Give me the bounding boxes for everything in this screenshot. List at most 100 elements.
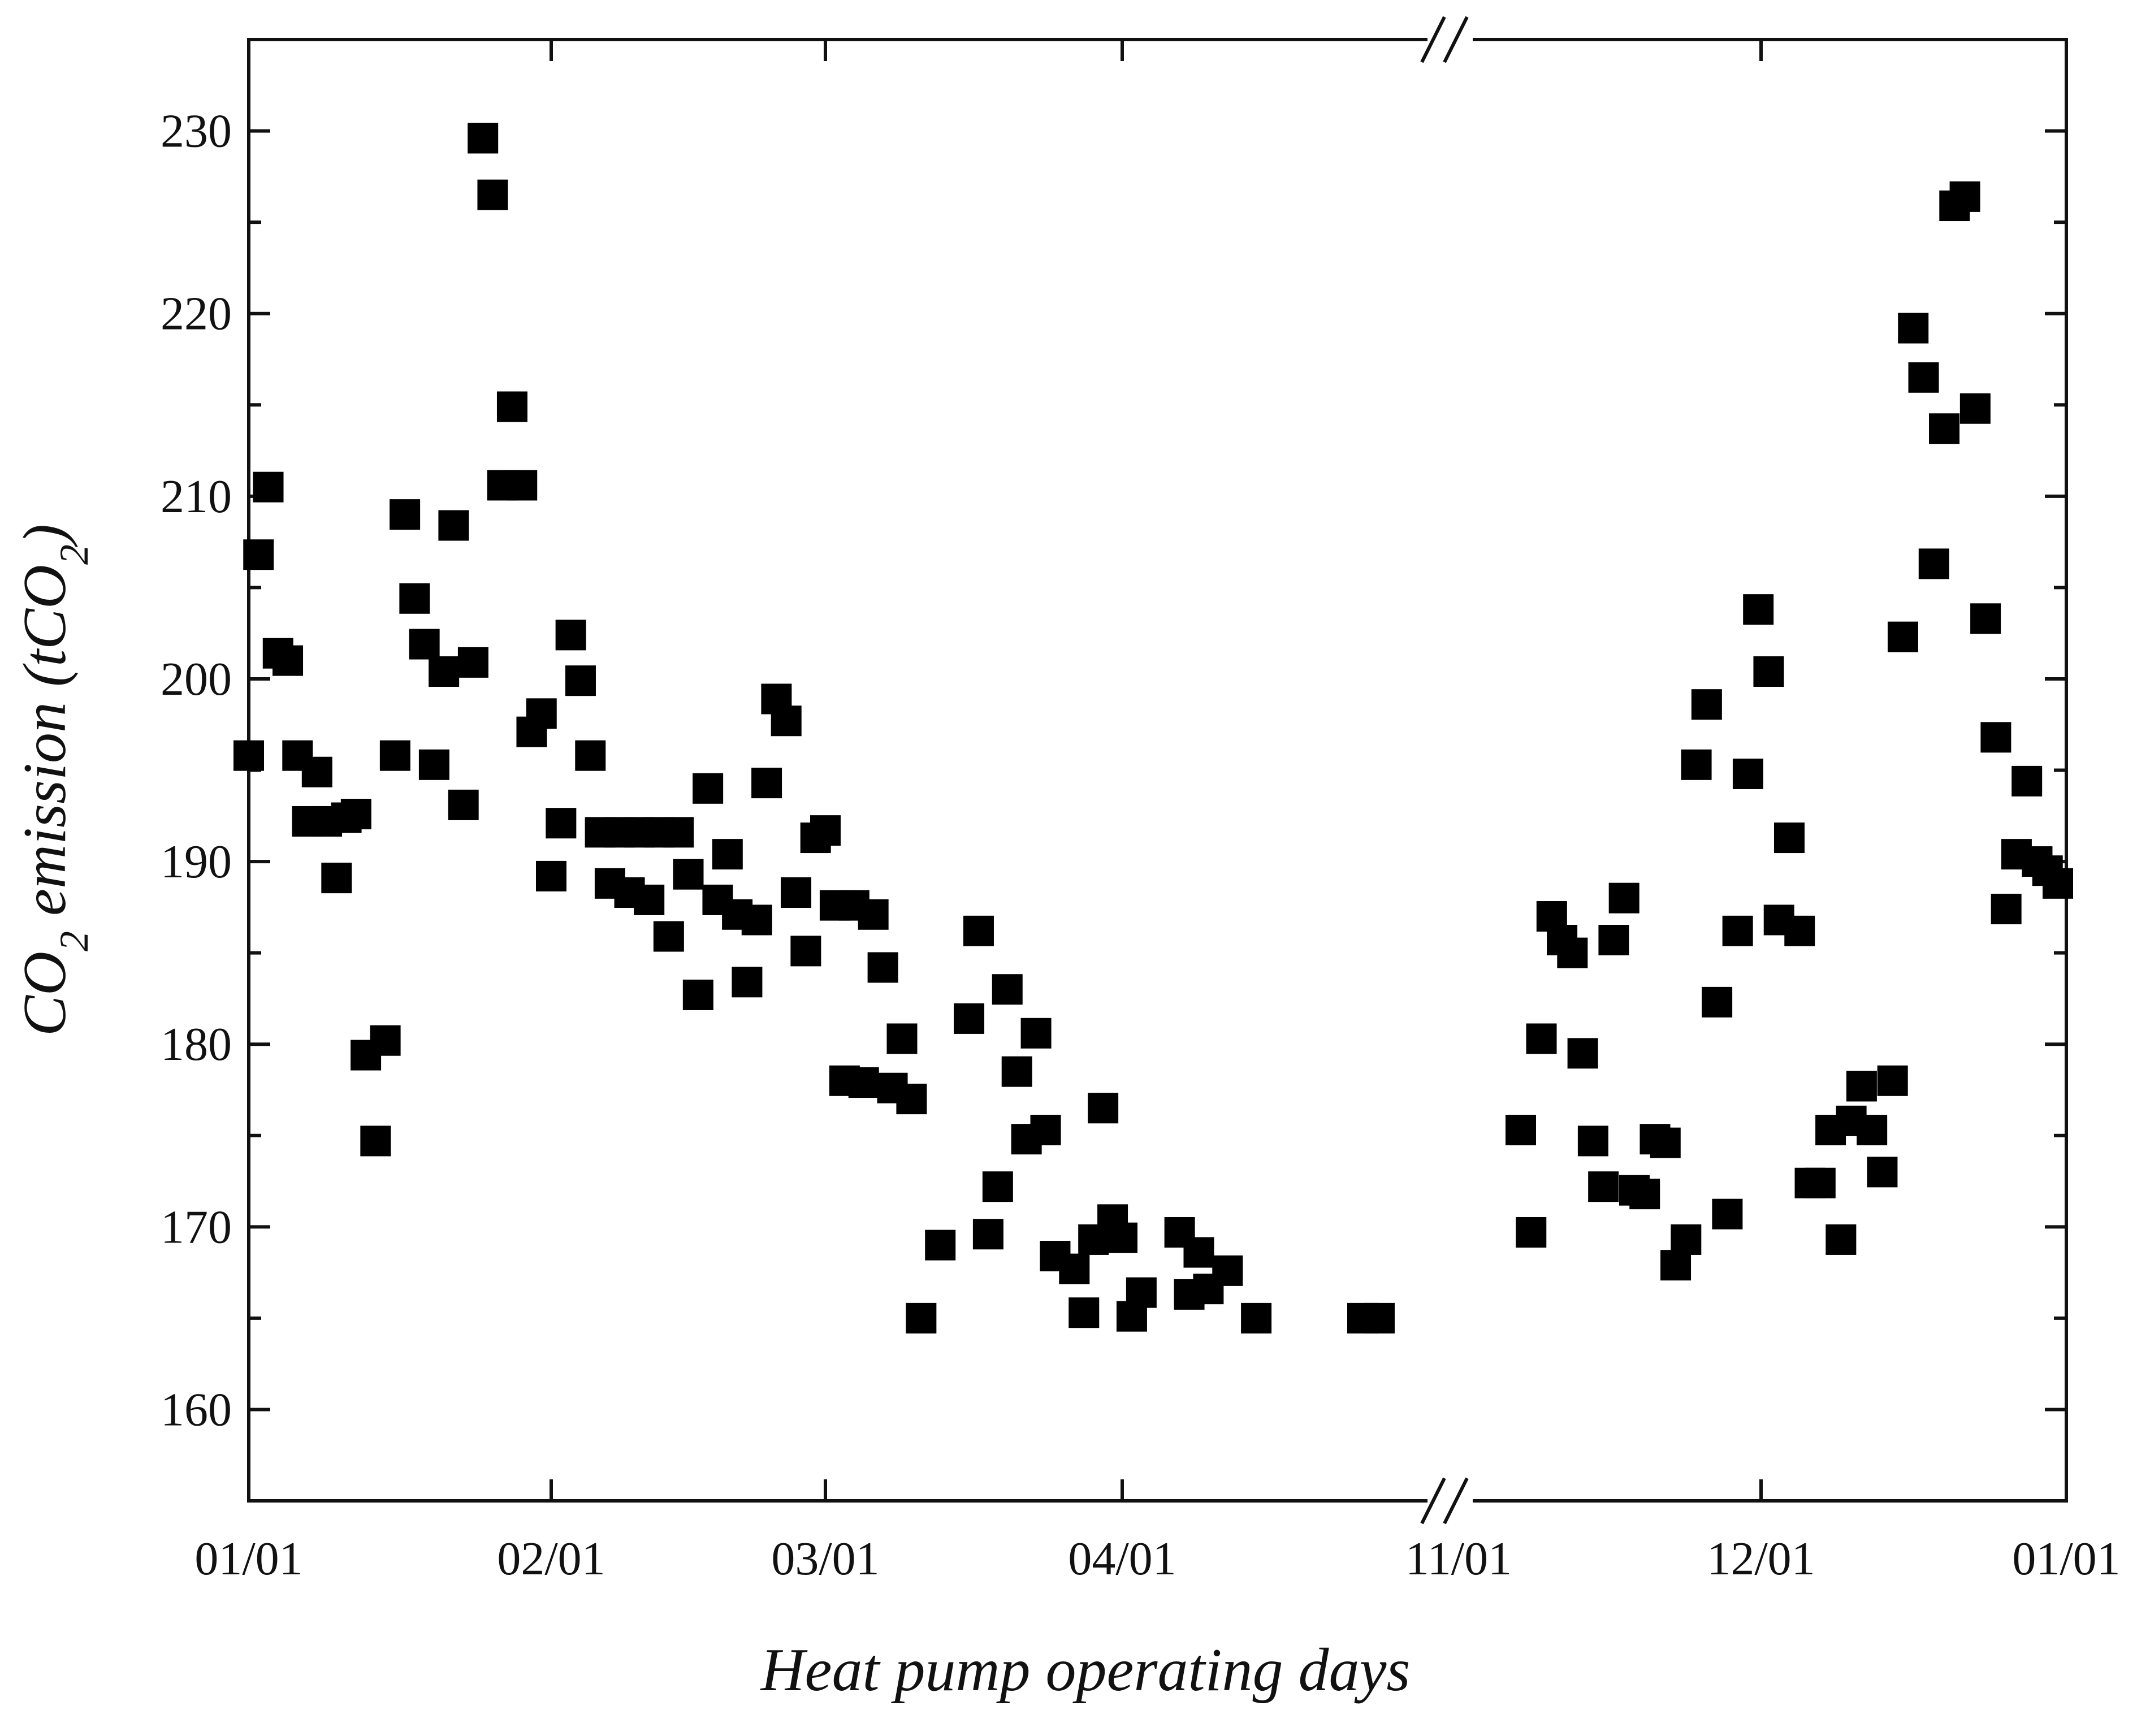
data-point bbox=[1918, 548, 1949, 579]
y-title-emission: emission (tCO bbox=[11, 565, 79, 931]
data-point bbox=[858, 899, 889, 930]
axis-break bbox=[1420, 16, 1473, 1525]
data-point bbox=[972, 1219, 1003, 1250]
data-point bbox=[682, 979, 713, 1010]
data-point bbox=[1516, 1217, 1547, 1248]
data-point bbox=[992, 974, 1023, 1005]
data-point bbox=[2011, 765, 2043, 796]
data-point bbox=[1126, 1277, 1157, 1308]
data-point bbox=[1506, 1115, 1536, 1146]
data-point bbox=[925, 1230, 956, 1261]
data-point bbox=[1577, 1125, 1608, 1157]
data-point bbox=[1671, 1224, 1702, 1255]
data-point bbox=[546, 808, 577, 839]
data-point bbox=[507, 470, 538, 501]
data-point bbox=[1212, 1255, 1243, 1286]
data-point bbox=[1702, 986, 1733, 1018]
data-point bbox=[653, 921, 684, 952]
data-points bbox=[233, 123, 2073, 1334]
data-point bbox=[1774, 822, 1805, 854]
data-point bbox=[340, 799, 371, 830]
data-point bbox=[1991, 894, 2022, 925]
x-tick-label: 04/01 bbox=[1068, 1532, 1176, 1585]
x-tick-label: 02/01 bbox=[497, 1532, 605, 1585]
data-point bbox=[477, 179, 508, 210]
data-point bbox=[771, 705, 802, 737]
data-point bbox=[712, 839, 743, 870]
data-point bbox=[1059, 1253, 1090, 1284]
data-point bbox=[1929, 413, 1960, 444]
x-axis-ticks: 01/01 02/01 03/01 04/01 11/01 12/01 01/01 bbox=[194, 40, 2121, 1585]
data-point bbox=[1980, 722, 2011, 753]
data-point bbox=[1526, 1023, 1557, 1054]
x-tick-label: 11/01 bbox=[1405, 1532, 1512, 1585]
data-point bbox=[1825, 1224, 1857, 1255]
data-point bbox=[1887, 621, 1918, 652]
y-title-co: CO bbox=[11, 951, 79, 1036]
data-point bbox=[1557, 937, 1588, 968]
data-point bbox=[781, 877, 812, 908]
y-tick-label: 230 bbox=[161, 105, 232, 158]
data-point bbox=[409, 629, 440, 660]
data-point bbox=[1681, 749, 1712, 780]
data-point bbox=[253, 471, 284, 503]
data-point bbox=[1949, 181, 1980, 212]
plot-frame bbox=[247, 38, 2068, 1503]
data-point bbox=[1959, 393, 1991, 424]
data-point bbox=[301, 756, 332, 787]
x-tick-label: 12/01 bbox=[1707, 1532, 1815, 1585]
plot-border bbox=[247, 38, 2068, 1503]
y-tick-label: 200 bbox=[161, 653, 232, 705]
data-point bbox=[1107, 1222, 1137, 1253]
data-point bbox=[1805, 1167, 1836, 1198]
data-point bbox=[886, 1023, 918, 1054]
data-point bbox=[1020, 1018, 1052, 1049]
data-point bbox=[555, 620, 586, 651]
data-point bbox=[448, 789, 479, 820]
data-point bbox=[1650, 1127, 1681, 1158]
data-point bbox=[1877, 1065, 1908, 1096]
x-axis-title: Heat pump operating days bbox=[760, 1637, 1411, 1704]
data-point bbox=[1846, 1071, 1877, 1102]
data-point bbox=[663, 817, 694, 848]
data-point bbox=[233, 740, 264, 771]
y-axis-ticks: 160 170 180 190 200 210 220 230 bbox=[161, 105, 2066, 1436]
axis-break-slash bbox=[1443, 16, 1469, 63]
data-point bbox=[575, 740, 606, 771]
data-point bbox=[1784, 915, 1815, 946]
data-point bbox=[982, 1171, 1013, 1202]
x-tick-label: 01/01 bbox=[194, 1532, 302, 1585]
y-tick-label: 190 bbox=[161, 835, 232, 888]
data-point bbox=[526, 698, 557, 729]
data-point bbox=[790, 936, 821, 967]
data-point bbox=[379, 740, 410, 771]
data-point bbox=[272, 645, 304, 676]
axis-break-slash bbox=[1443, 1477, 1469, 1525]
data-point bbox=[1588, 1171, 1619, 1202]
axis-break-slash bbox=[1420, 16, 1446, 63]
data-point bbox=[673, 859, 704, 890]
x-tick-label: 01/01 bbox=[2012, 1532, 2120, 1585]
data-point bbox=[1629, 1179, 1660, 1210]
data-point bbox=[1068, 1297, 1100, 1328]
data-point bbox=[438, 510, 469, 541]
data-point bbox=[2043, 868, 2073, 899]
data-point bbox=[1732, 758, 1763, 789]
data-point bbox=[468, 123, 499, 154]
data-point bbox=[1183, 1237, 1214, 1268]
data-point bbox=[848, 1067, 879, 1098]
data-point bbox=[399, 583, 430, 614]
data-point bbox=[360, 1125, 391, 1157]
data-point bbox=[751, 768, 782, 799]
y-tick-label: 160 bbox=[161, 1383, 232, 1436]
data-point bbox=[1567, 1038, 1598, 1069]
axis-break-slash bbox=[1420, 1477, 1446, 1525]
data-point bbox=[906, 1302, 937, 1334]
x-tick-label: 03/01 bbox=[771, 1532, 879, 1585]
data-point bbox=[1867, 1157, 1898, 1188]
data-point bbox=[693, 773, 724, 804]
data-point bbox=[1753, 656, 1784, 687]
data-point bbox=[370, 1025, 401, 1056]
y-title-close: ) bbox=[11, 524, 79, 548]
